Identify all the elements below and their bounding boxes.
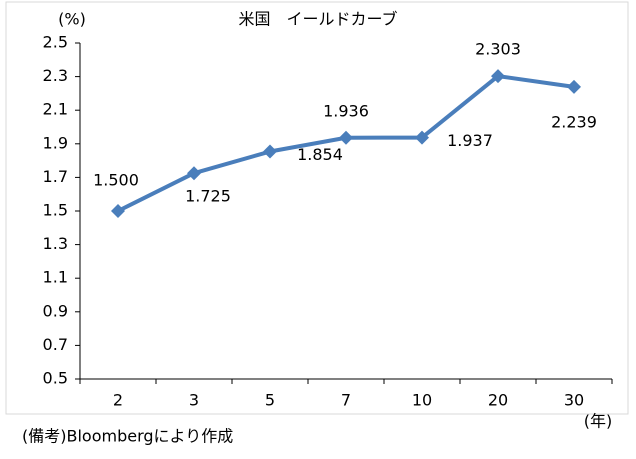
y-tick-label: 0.5 (43, 369, 68, 388)
x-axis-label: (年) (584, 412, 613, 431)
data-label: 2.239 (551, 112, 597, 131)
data-point (567, 79, 581, 94)
x-tick-label: 10 (412, 391, 432, 410)
data-label: 1.500 (93, 171, 139, 190)
data-point (415, 130, 429, 145)
x-tick-label: 20 (488, 391, 508, 410)
data-label: 1.936 (323, 101, 369, 120)
x-tick-label: 30 (564, 391, 584, 410)
y-tick-label: 0.9 (43, 301, 68, 320)
data-point (263, 144, 277, 159)
data-label: 1.937 (447, 131, 493, 150)
data-point (187, 166, 201, 181)
chart-title: 米国 イールドカーブ (238, 10, 397, 29)
x-tick-label: 2 (113, 391, 123, 410)
y-tick-label: 2.1 (43, 100, 68, 119)
y-tick-label: 1.7 (43, 167, 68, 186)
data-point (111, 204, 125, 218)
source-note: (備考)Bloombergにより作成 (22, 427, 233, 446)
x-tick-label: 3 (189, 391, 199, 410)
data-label: 1.854 (297, 145, 343, 164)
y-tick-label: 0.7 (43, 335, 68, 354)
y-tick-label: 1.1 (43, 268, 68, 287)
x-tick-label: 7 (341, 391, 351, 410)
y-tick-label: 1.9 (43, 133, 68, 152)
y-tick-label: 1.5 (43, 201, 68, 220)
y-tick-label: 2.5 (43, 33, 68, 52)
data-label: 2.303 (475, 40, 521, 59)
data-point (339, 130, 353, 145)
data-point (491, 69, 505, 84)
y-tick-label: 2.3 (43, 66, 68, 85)
chart-frame (5, 1, 629, 415)
y-tick-label: 1.3 (43, 234, 68, 253)
data-label: 1.725 (185, 187, 231, 206)
x-tick-label: 5 (265, 391, 275, 410)
y-axis-label: (%) (58, 10, 86, 29)
